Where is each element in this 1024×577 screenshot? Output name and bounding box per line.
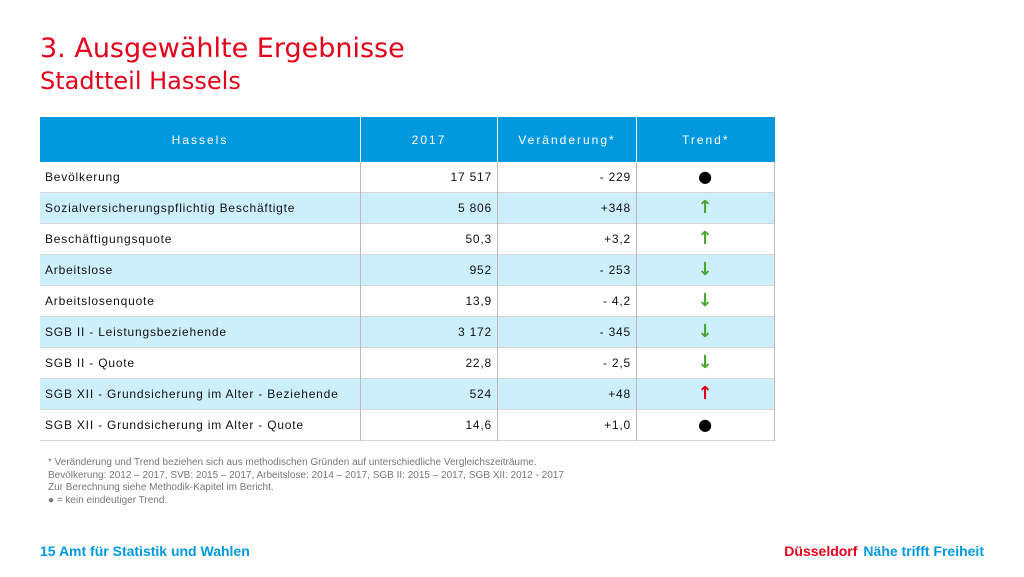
results-table: Hassels 2017 Veränderung* Trend* Bevölke… — [40, 117, 775, 441]
table-body: Bevölkerung 17 517- 229 ● Sozialversicherun… — [40, 162, 775, 441]
row-trend: ↑ — [636, 223, 775, 255]
row-change: - 2,5 — [497, 347, 637, 379]
column-header-district: Hassels — [40, 117, 361, 162]
row-change: +3,2 — [497, 223, 637, 255]
row-value-2017: 50,3 — [360, 223, 498, 255]
arrow-up-icon: ↑ — [697, 228, 714, 249]
row-label: Sozialversicherungspflichtig Beschäftigt… — [40, 192, 361, 224]
footnotes: * Veränderung und Trend beziehen sich au… — [48, 457, 564, 507]
arrow-down-icon: ↓ — [697, 290, 714, 311]
row-label: Bevölkerung — [40, 162, 361, 193]
row-trend: ● — [636, 162, 775, 193]
column-header-trend: Trend* — [636, 117, 775, 162]
arrow-up-icon: ↑ — [697, 197, 714, 218]
table-row: SGB XII - Grundsicherung im Alter - Bezi… — [40, 378, 775, 410]
arrow-down-icon: ↓ — [697, 259, 714, 280]
city-brand: Düsseldorf — [784, 543, 858, 559]
page-title: 3. Ausgewählte Ergebnisse — [40, 33, 405, 64]
arrow-down-icon: ↓ — [697, 321, 714, 342]
table-row: SGB XII - Grundsicherung im Alter - Quot… — [40, 409, 775, 441]
row-trend: ↓ — [636, 254, 775, 286]
table-row: Arbeitslosenquote 13,9- 4,2 ↓ — [40, 285, 775, 317]
arrow-up-icon: ↑ — [697, 383, 714, 404]
row-change: - 345 — [497, 316, 637, 348]
row-change: +1,0 — [497, 409, 637, 441]
table-row: Beschäftigungsquote 50,3 +3,2 ↑ — [40, 223, 775, 255]
table-row: SGB II - Leistungsbeziehende 3 172- 345 ↓ — [40, 316, 775, 348]
row-trend: ↑ — [636, 378, 775, 410]
footnote-line: Bevölkerung: 2012 – 2017, SVB: 2015 – 20… — [48, 469, 564, 481]
neutral-dot-icon: ● — [698, 415, 713, 434]
row-trend: ↓ — [636, 285, 775, 317]
table-row: Arbeitslose 952- 253 ↓ — [40, 254, 775, 286]
row-trend: ↓ — [636, 316, 775, 348]
column-header-change: Veränderung* — [497, 117, 637, 162]
row-change: +48 — [497, 378, 637, 410]
row-change: - 229 — [497, 162, 637, 193]
row-change: +348 — [497, 192, 637, 224]
table-row: Bevölkerung 17 517- 229 ● — [40, 162, 775, 193]
city-slogan: Nähe trifft Freiheit — [863, 543, 984, 559]
row-value-2017: 3 172 — [360, 316, 498, 348]
row-value-2017: 5 806 — [360, 192, 498, 224]
row-value-2017: 22,8 — [360, 347, 498, 379]
row-trend: ● — [636, 409, 775, 441]
row-label: Arbeitslosenquote — [40, 285, 361, 317]
footnote-line: Zur Berechnung siehe Methodik-Kapitel im… — [48, 482, 274, 493]
row-change: - 4,2 — [497, 285, 637, 317]
row-label: SGB XII - Grundsicherung im Alter - Bezi… — [40, 378, 361, 410]
row-label: Beschäftigungsquote — [40, 223, 361, 255]
row-label: Arbeitslose — [40, 254, 361, 286]
table-row: SGB II - Quote 22,8- 2,5 ↓ — [40, 347, 775, 379]
row-trend: ↓ — [636, 347, 775, 379]
row-change: - 253 — [497, 254, 637, 286]
row-value-2017: 524 — [360, 378, 498, 410]
page-subtitle: Stadtteil Hassels — [40, 67, 241, 95]
footnote-line: ● = kein eindeutiger Trend. — [48, 494, 168, 506]
footnote-line: * Veränderung und Trend beziehen sich au… — [48, 457, 537, 468]
footer-branding: Düsseldorf Nähe trifft Freiheit — [784, 543, 984, 559]
table-header-row: Hassels 2017 Veränderung* Trend* — [40, 117, 775, 162]
footer-department: 15 Amt für Statistik und Wahlen — [40, 543, 250, 559]
row-value-2017: 952 — [360, 254, 498, 286]
row-value-2017: 13,9 — [360, 285, 498, 317]
row-trend: ↑ — [636, 192, 775, 224]
table-row: Sozialversicherungspflichtig Beschäftigt… — [40, 192, 775, 224]
row-label: SGB XII - Grundsicherung im Alter - Quot… — [40, 409, 361, 441]
arrow-down-icon: ↓ — [697, 352, 714, 373]
row-value-2017: 14,6 — [360, 409, 498, 441]
neutral-dot-icon: ● — [698, 167, 713, 186]
row-label: SGB II - Leistungsbeziehende — [40, 316, 361, 348]
row-label: SGB II - Quote — [40, 347, 361, 379]
column-header-year: 2017 — [360, 117, 498, 162]
row-value-2017: 17 517 — [360, 162, 498, 193]
